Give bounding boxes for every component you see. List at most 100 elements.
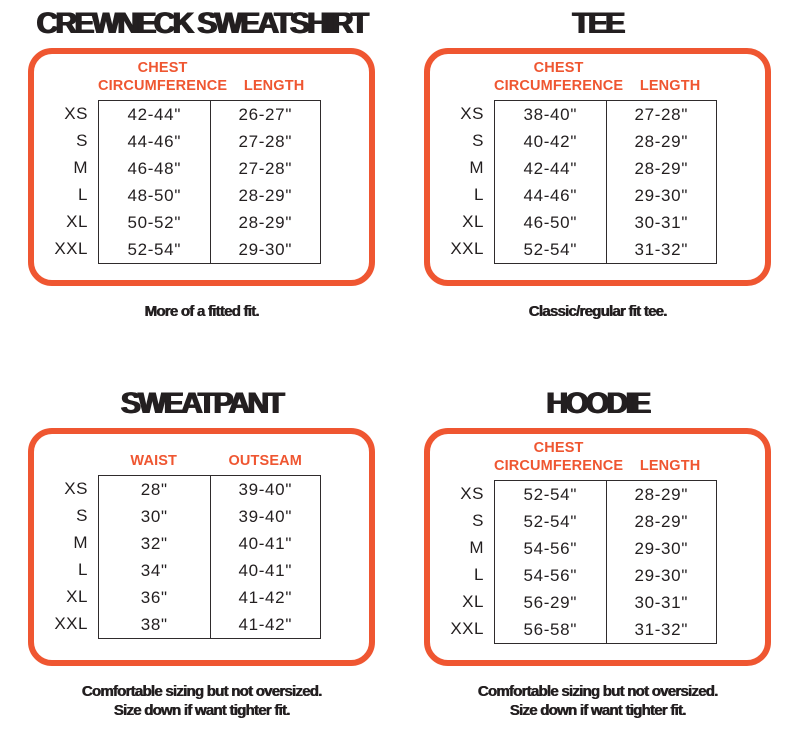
size-label: S: [472, 510, 484, 530]
tee-column-headers: CHEST CIRCUMFERENCE LENGTH: [494, 59, 717, 98]
sweatpant-caption-line2: Size down if want tighter fit.: [113, 702, 291, 719]
value-cell: 40-42": [523, 131, 578, 151]
size-label: M: [73, 157, 88, 177]
value-cell: 41-42": [209, 611, 321, 638]
value-cell: 46-50": [523, 212, 578, 232]
value-cell: 40-41": [209, 530, 321, 557]
value-cell: 28": [140, 479, 168, 499]
size-label: XL: [462, 211, 484, 231]
value-cell: 29-30": [605, 535, 717, 563]
crewneck-title: CREWNECK SWEATSHIRT: [36, 7, 369, 40]
value-cell: 39-40": [209, 476, 321, 503]
value-cell: 42-44": [127, 104, 182, 124]
value-cell: 40-41": [209, 557, 321, 584]
size-label: L: [474, 564, 484, 584]
value-cell: 28-29": [605, 508, 717, 536]
crewneck-col1-header: CHEST CIRCUMFERENCE: [98, 60, 228, 95]
tee-values-box: 38-40" 27-28" 40-42" 28-29" 42-44" 28-29…: [494, 100, 717, 265]
hoodie-col1-header: CHEST CIRCUMFERENCE: [494, 440, 624, 475]
value-cell: 56-58": [523, 619, 578, 639]
sweatpant-col2-header: OUTSEAM: [228, 452, 302, 469]
size-label: XXL: [450, 238, 484, 258]
size-label: M: [469, 157, 484, 177]
sweatpant-caption: Comfortable sizing but not oversized. Siz…: [28, 682, 375, 720]
value-cell: 50-52": [127, 212, 182, 232]
crewneck-size-table: XS S M L XL XXL 42-44" 26-27" 44-46" 27-…: [34, 100, 321, 265]
sweatpant-column-headers: WAIST OUTSEAM: [98, 439, 321, 473]
value-cell: 38": [140, 614, 168, 634]
value-cell: 26-27": [209, 101, 321, 129]
value-cell: 34": [140, 560, 168, 580]
crewneck-size-label-column: XS S M L XL XXL: [34, 100, 98, 264]
value-cell: 28-29": [605, 155, 717, 183]
value-cell: 31-32": [605, 236, 717, 264]
tee-caption: Classic/regular fit tee.: [528, 303, 668, 320]
value-cell: 52-54": [523, 239, 578, 259]
value-cell: 52-54": [523, 484, 578, 504]
size-label: XS: [64, 478, 88, 498]
value-cell: 56-29": [523, 592, 578, 612]
value-cell: 46-48": [127, 158, 182, 178]
tee-section: TEE CHEST CIRCUMFERENCE LENGTH XS S M L …: [424, 6, 771, 321]
sweatpant-col1-header: WAIST: [130, 452, 178, 469]
crewneck-size-chart-card: CHEST CIRCUMFERENCE LENGTH XS S M L XL X…: [28, 48, 375, 286]
hoodie-size-chart-card: CHEST CIRCUMFERENCE LENGTH XS S M L XL X…: [424, 428, 771, 666]
size-label: XXL: [450, 618, 484, 638]
size-label: M: [469, 537, 484, 557]
value-cell: 41-42": [209, 584, 321, 611]
value-cell: 31-32": [605, 616, 717, 644]
size-label: XS: [460, 483, 484, 503]
hoodie-caption-line2: Size down if want tighter fit.: [509, 702, 687, 719]
size-label: M: [73, 532, 88, 552]
size-label: L: [474, 184, 484, 204]
size-label: S: [472, 130, 484, 150]
value-cell: 27-28": [209, 128, 321, 156]
sweatpant-size-chart-card: WAIST OUTSEAM XS S M L XL XXL 28" 39-40"…: [28, 428, 375, 666]
value-cell: 27-28": [605, 101, 717, 129]
value-cell: 28-29": [605, 128, 717, 156]
size-label: S: [76, 505, 88, 525]
tee-size-chart-card: CHEST CIRCUMFERENCE LENGTH XS S M L XL X…: [424, 48, 771, 286]
size-label: S: [76, 130, 88, 150]
value-cell: 39-40": [209, 503, 321, 530]
value-cell: 36": [140, 587, 168, 607]
tee-size-label-column: XS S M L XL XXL: [430, 100, 494, 264]
value-cell: 42-44": [523, 158, 578, 178]
size-label: XXL: [54, 613, 88, 633]
size-label: XS: [460, 103, 484, 123]
value-cell: 44-46": [127, 131, 182, 151]
crewneck-column-headers: CHEST CIRCUMFERENCE LENGTH: [98, 59, 321, 98]
hoodie-col2-header: LENGTH: [639, 458, 701, 475]
crewneck-sweatshirt-section: CREWNECK SWEATSHIRT CHEST CIRCUMFERENCE …: [28, 6, 375, 321]
tee-title: TEE: [572, 7, 625, 40]
sweatpant-values-box: 28" 39-40" 30" 39-40" 32" 40-41" 34" 40-…: [98, 475, 321, 639]
tee-col2-header: LENGTH: [639, 78, 701, 95]
sweatpant-size-label-column: XS S M L XL XXL: [34, 475, 98, 639]
value-cell: 30-31": [605, 209, 717, 237]
tee-col1-header: CHEST CIRCUMFERENCE: [494, 60, 624, 95]
value-cell: 28-29": [209, 209, 321, 237]
value-cell: 38-40": [523, 104, 578, 124]
value-cell: 44-46": [523, 185, 578, 205]
crewneck-values-box: 42-44" 26-27" 44-46" 27-28" 46-48" 27-28…: [98, 100, 321, 265]
value-cell: 29-30": [209, 236, 321, 264]
value-cell: 30-31": [605, 589, 717, 617]
hoodie-column-headers: CHEST CIRCUMFERENCE LENGTH: [494, 439, 717, 478]
value-cell: 52-54": [127, 239, 182, 259]
size-label: XXL: [54, 238, 88, 258]
hoodie-section: HOODIE CHEST CIRCUMFERENCE LENGTH XS S M…: [424, 386, 771, 720]
sweatpant-caption-line1: Comfortable sizing but not oversized.: [81, 683, 323, 700]
value-cell: 30": [140, 506, 168, 526]
value-cell: 27-28": [209, 155, 321, 183]
sweatpant-section: SWEATPANT WAIST OUTSEAM XS S M L XL XXL …: [28, 386, 375, 720]
value-cell: 29-30": [605, 562, 717, 590]
value-cell: 52-54": [523, 511, 578, 531]
size-label: L: [78, 184, 88, 204]
value-cell: 32": [140, 533, 168, 553]
hoodie-caption: Comfortable sizing but not oversized. Siz…: [424, 682, 771, 720]
hoodie-size-label-column: XS S M L XL XXL: [430, 480, 494, 644]
hoodie-title: HOODIE: [546, 387, 651, 420]
sweatpant-size-table: XS S M L XL XXL 28" 39-40" 30" 39-40" 32…: [34, 475, 321, 639]
size-label: XL: [462, 591, 484, 611]
value-cell: 54-56": [523, 565, 578, 585]
